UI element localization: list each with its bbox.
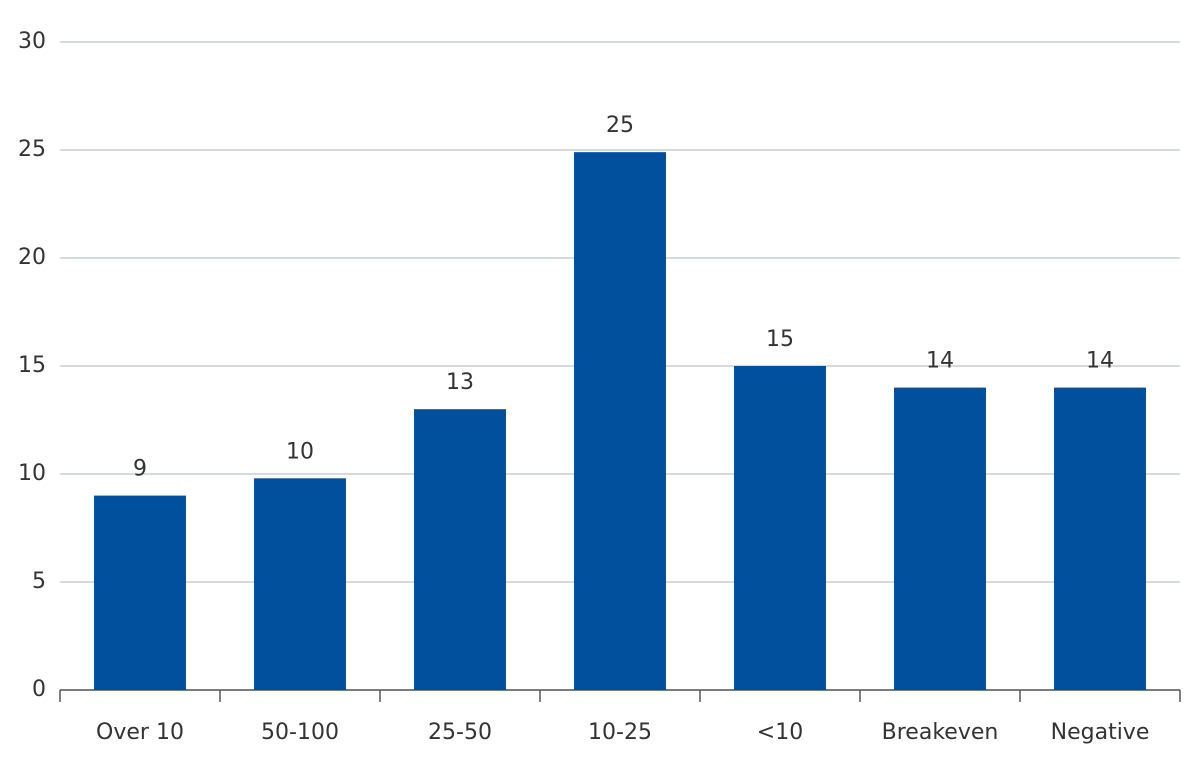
value-label: 14 bbox=[926, 349, 954, 374]
x-tick-label: Over 10 bbox=[96, 720, 184, 745]
y-tick-label: 15 bbox=[18, 353, 46, 378]
bar bbox=[94, 495, 186, 690]
y-tick-label: 0 bbox=[32, 677, 46, 702]
value-label: 13 bbox=[446, 370, 474, 395]
bar bbox=[1054, 387, 1146, 690]
bar bbox=[894, 387, 986, 690]
value-label: 25 bbox=[606, 113, 634, 138]
x-tick-label: 25-50 bbox=[428, 720, 492, 745]
x-tick-label: 50-100 bbox=[261, 720, 339, 745]
value-label: 14 bbox=[1086, 349, 1114, 374]
x-tick-label: Breakeven bbox=[882, 720, 999, 745]
bar bbox=[734, 366, 826, 690]
x-tick-label: Negative bbox=[1051, 720, 1150, 745]
bar bbox=[414, 409, 506, 690]
y-tick-label: 5 bbox=[32, 569, 46, 594]
y-tick-label: 25 bbox=[18, 137, 46, 162]
bar bbox=[254, 478, 346, 690]
x-tick-label: 10-25 bbox=[588, 720, 652, 745]
y-tick-label: 20 bbox=[18, 245, 46, 270]
y-tick-label: 10 bbox=[18, 461, 46, 486]
y-tick-label: 30 bbox=[18, 29, 46, 54]
value-label: 10 bbox=[286, 439, 314, 464]
value-label: 15 bbox=[766, 327, 794, 352]
bar bbox=[574, 152, 666, 690]
value-label: 9 bbox=[133, 457, 147, 482]
x-tick-label: <10 bbox=[757, 720, 803, 745]
